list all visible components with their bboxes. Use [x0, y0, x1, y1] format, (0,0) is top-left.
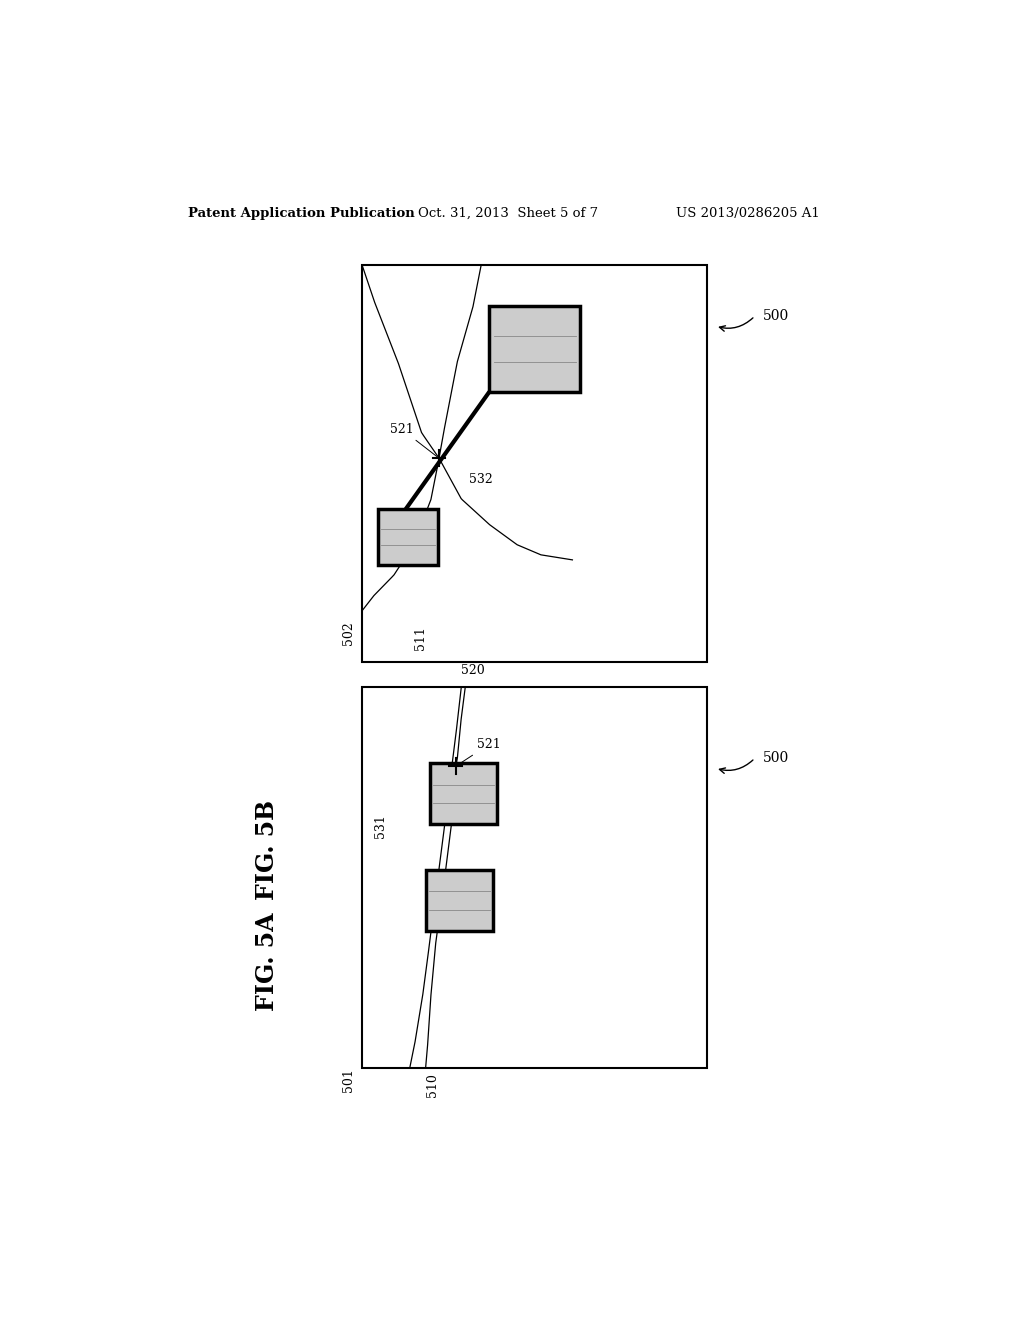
Text: Patent Application Publication: Patent Application Publication: [187, 207, 415, 220]
Text: US 2013/0286205 A1: US 2013/0286205 A1: [676, 207, 819, 220]
Bar: [362, 265, 708, 661]
Text: FIG. 5B: FIG. 5B: [255, 800, 279, 899]
Text: 532: 532: [469, 474, 493, 487]
Text: 502: 502: [342, 620, 355, 644]
Text: 501: 501: [342, 1068, 355, 1092]
Text: 521: 521: [390, 422, 437, 457]
Text: 510: 510: [426, 1073, 438, 1097]
Bar: [426, 870, 494, 931]
Bar: [489, 306, 581, 392]
Bar: [362, 686, 708, 1068]
Text: 531: 531: [374, 814, 387, 838]
Text: 521: 521: [458, 738, 501, 764]
Text: 500: 500: [763, 751, 790, 766]
Text: 500: 500: [763, 309, 790, 323]
Text: FIG. 5A: FIG. 5A: [255, 912, 279, 1011]
Text: 511: 511: [414, 626, 427, 649]
Bar: [430, 763, 497, 824]
Text: Oct. 31, 2013  Sheet 5 of 7: Oct. 31, 2013 Sheet 5 of 7: [418, 207, 598, 220]
Bar: [378, 510, 437, 565]
Text: 520: 520: [461, 664, 485, 677]
